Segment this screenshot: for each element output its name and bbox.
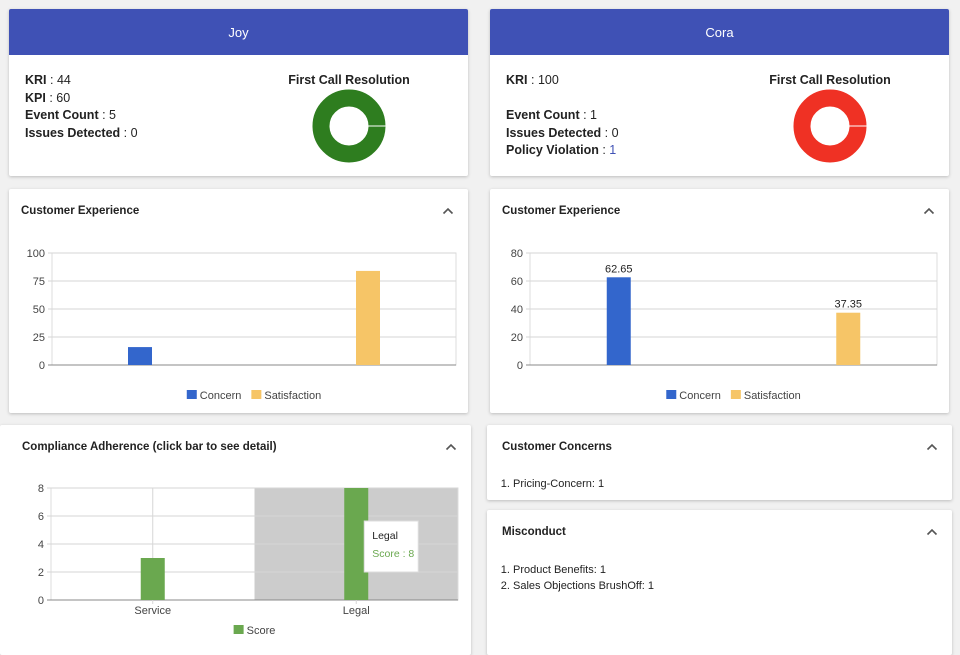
metric-label: KRI [506,73,538,87]
legend-label: Score [247,625,276,637]
card-title: Misconduct [502,526,566,538]
metric: Issues Detected0 [506,125,619,143]
y-tick-label: 100 [27,248,45,260]
y-tick-label: 8 [38,483,44,495]
y-tick-label: 0 [39,360,45,372]
collapse-icon[interactable] [926,443,938,451]
y-tick-label: 2 [38,567,44,579]
metric: Event Count5 [25,107,138,125]
metric-value: 5 [109,108,116,122]
collapse-icon[interactable] [445,443,457,451]
data-label: 37.35 [834,299,862,311]
y-tick-label: 80 [511,248,523,260]
agent-name: Joy [9,9,468,55]
chart-card: 0 2 4 6 8 Service Legal Score Legal Score : 8 Com… [0,425,471,655]
chart-card: 0 25 50 75 100 Concern Satisfaction Customer E… [9,189,468,413]
donut-ring [312,89,386,163]
tooltip-title: Legal [372,530,398,542]
card-title: Customer Experience [502,205,621,217]
legend-label: Concern [200,390,242,402]
metric: KRI100 [506,72,619,90]
list-item: Sales Objections BrushOff: 1 [513,579,654,595]
agent-card: Cora KRI100Event Count1Issues Detected0P… [490,9,949,176]
fcr-title: First Call Resolution [769,73,891,87]
bar [128,347,152,365]
donut-ring [793,89,867,163]
metric: KRI44 [25,72,138,90]
metric-label: KPI [25,91,56,105]
metric: Event Count1 [506,107,619,125]
metrics: KRI44KPI60Event Count5Issues Detected0 [25,72,138,142]
legend-swatch [251,390,262,399]
metric-label: Issues Detected [506,126,612,140]
metric-value: 1 [590,108,597,122]
bar [836,312,861,365]
y-tick-label: 6 [38,511,44,523]
legend: Concern Satisfaction [666,390,801,402]
bar [356,270,380,365]
bar-chart: 0 25 50 75 100 Concern Satisfaction [27,248,457,402]
legend-label: Concern [679,390,721,402]
agent-card: Joy KRI44KPI60Event Count5Issues Detecte… [9,9,468,176]
metrics: KRI100Event Count1Issues Detected0Policy… [506,72,619,160]
legend-swatch [730,390,741,399]
y-tick-label: 25 [33,332,45,344]
bar [606,277,631,365]
y-tick-label: 0 [38,595,44,607]
collapse-icon[interactable] [926,528,938,536]
card-title: Customer Experience [21,205,140,217]
card-title: Compliance Adherence (click bar to see d… [22,441,277,453]
metric: Policy Violation1 [506,142,619,160]
card-title: Customer Concerns [502,441,612,453]
legend: Score [233,625,276,637]
metric-value: 44 [56,73,71,87]
collapse-icon[interactable] [923,207,935,215]
y-tick-label: 50 [33,304,45,316]
legend-label: Satisfaction [264,390,321,402]
fcr-title: First Call Resolution [288,73,410,87]
list-item: Pricing-Concern: 1 [513,477,604,493]
bar-chart: 0 20 40 60 80 62.65 37.35 Concern Satisfaction [511,248,938,402]
metric-value: 100 [537,73,559,87]
tooltip-box [363,520,419,573]
y-tick-label: 0 [517,360,523,372]
data-label: 62.65 [605,263,633,275]
y-tick-label: 20 [511,332,523,344]
metric-label: Event Count [25,108,109,122]
y-tick-label: 60 [511,276,523,288]
list-card: Misconduct Product Benefits: 1Sales Obje… [487,510,952,655]
metric-label: Issues Detected [25,126,131,140]
list-item: Product Benefits: 1 [513,563,654,579]
chart-card: 0 20 40 60 80 62.65 37.35 Concern Satisfaction C… [490,189,949,413]
legend: Concern Satisfaction [186,390,321,402]
legend-label: Satisfaction [744,390,801,402]
item-list: Product Benefits: 1Sales Objections Brus… [501,563,654,594]
bar-chart[interactable]: 0 2 4 6 8 Service Legal Score Legal Score : 8 [0,425,471,648]
bar [140,558,165,600]
legend-swatch [233,625,244,634]
collapse-icon[interactable] [442,207,454,215]
item-list: Pricing-Concern: 1 [501,477,604,493]
metric: Issues Detected0 [25,125,138,143]
metric-label: Policy Violation [506,143,609,157]
metric-label: Event Count [506,108,590,122]
legend-swatch [666,390,677,399]
y-tick-label: 4 [38,539,44,551]
agent-name: Cora [490,9,949,55]
metric-value: 0 [130,125,138,140]
x-tick-label: Legal [343,605,370,617]
metric-label: KRI [25,73,57,87]
y-tick-label: 75 [33,276,45,288]
metric-value: 1 [609,143,617,157]
list-card: Customer Concerns Pricing-Concern: 1 [487,425,952,500]
legend-swatch [186,390,197,399]
metric-value: 0 [611,125,619,140]
metric-value: 60 [56,90,71,105]
tooltip-value: Score : 8 [372,548,414,560]
metric: KPI60 [25,90,138,108]
y-tick-label: 40 [511,304,523,316]
x-tick-label: Service [134,605,171,617]
